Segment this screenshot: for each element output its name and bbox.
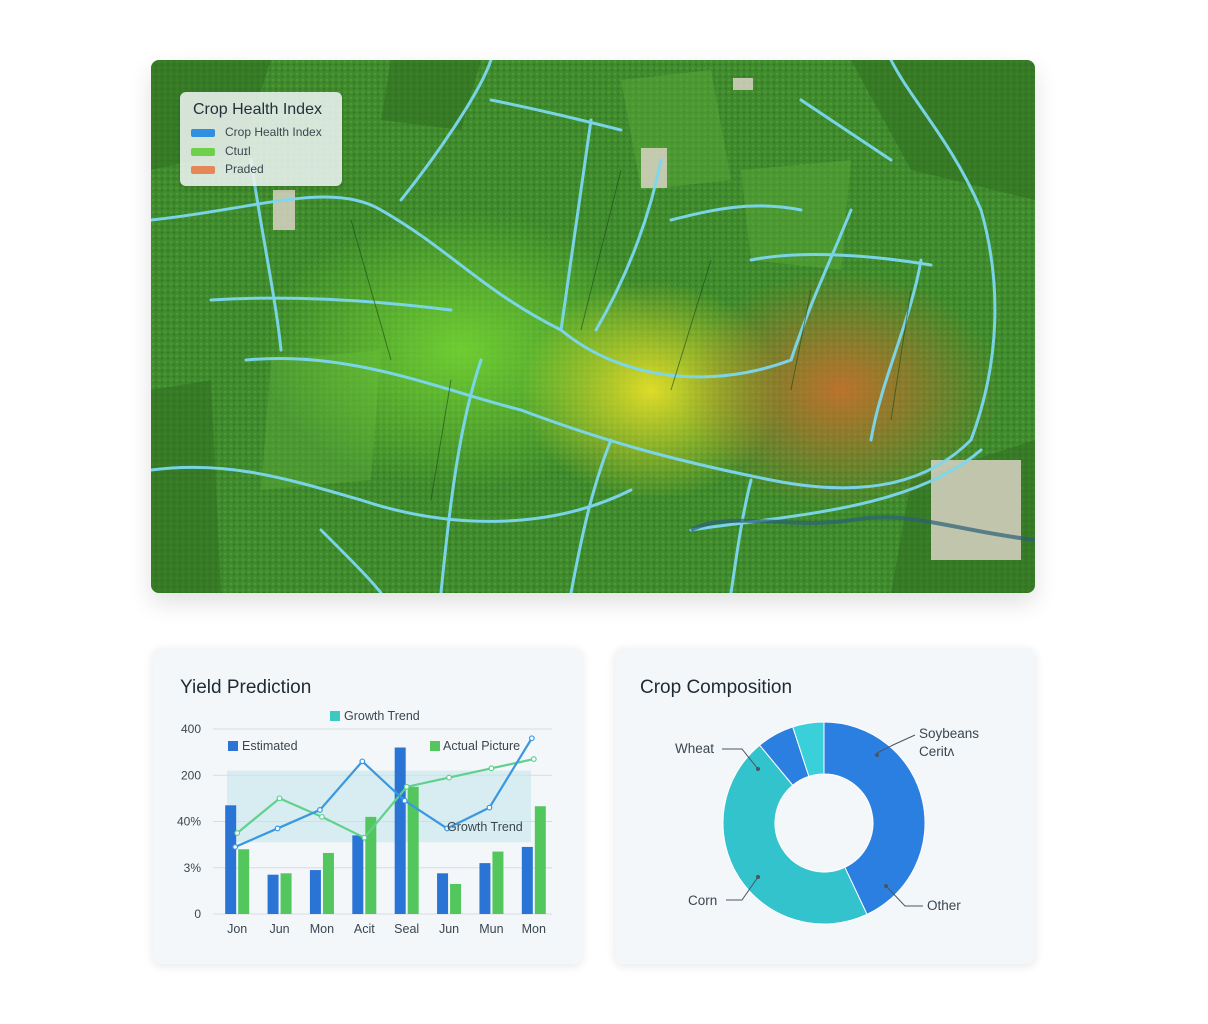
secondary-trend-line[interactable] <box>234 737 533 848</box>
line-point[interactable] <box>232 844 239 850</box>
line-point[interactable] <box>486 804 493 811</box>
donut-slice[interactable] <box>823 721 926 916</box>
line-point[interactable] <box>317 807 323 813</box>
x-tick-label: Acit <box>354 922 375 936</box>
line-point[interactable] <box>274 825 281 832</box>
map-legend-item-health: Crop Health Index <box>191 125 322 139</box>
label-wheat: Wheat <box>675 741 714 756</box>
estimated-bar[interactable] <box>267 874 279 914</box>
estimated-bar[interactable] <box>352 835 364 914</box>
composition-panel-title: Crop Composition <box>640 677 793 698</box>
estimated-bar[interactable] <box>225 805 237 914</box>
trend-annotation: Growth Trend <box>447 820 523 834</box>
donut-slice[interactable] <box>722 744 868 925</box>
line-point[interactable] <box>446 774 452 781</box>
line-point[interactable] <box>488 765 495 772</box>
estimated-legend-label: Estimated <box>242 739 298 753</box>
legend-label: Praded <box>225 162 264 176</box>
growth-trend-line[interactable] <box>236 757 535 840</box>
x-tick-label: Mon <box>310 922 334 936</box>
crop-composition-panel: Crop Composition Soybeans Ceritʌ Wheat C… <box>615 648 1035 964</box>
actual-bar[interactable] <box>492 851 504 914</box>
label-soybeans: Soybeans <box>919 726 979 741</box>
line-point[interactable] <box>234 830 241 836</box>
x-tick-label: Jun <box>439 922 459 936</box>
yield-prediction-panel: Yield Prediction 0 3% 40% 200 400 Jon Jun Mon A… <box>153 648 582 964</box>
map-legend-title: Crop Health Index <box>193 101 322 118</box>
line-point[interactable] <box>530 756 537 762</box>
line-point[interactable] <box>401 797 408 804</box>
line-point[interactable] <box>276 795 283 802</box>
composition-donut: Soybeans Ceritʌ Wheat Corn Other <box>675 721 979 925</box>
line-point[interactable] <box>319 813 325 820</box>
map-legend-item-ctual: Ctuɪl <box>191 144 251 158</box>
donut-slice[interactable] <box>792 721 825 778</box>
estimated-bar[interactable] <box>437 873 449 914</box>
label-ceritʌ: Ceritʌ <box>919 744 955 759</box>
actual-legend-label: Actual Picture <box>443 739 520 753</box>
legend-label: Crop Health Index <box>225 125 322 139</box>
line-point[interactable] <box>359 758 366 765</box>
x-tick-label: Mun <box>479 922 503 936</box>
estimated-legend-swatch <box>228 741 238 751</box>
x-tick-label: Jun <box>269 922 289 936</box>
y-tick-label: 40% <box>177 815 201 829</box>
ctual-swatch <box>191 147 215 156</box>
line-point[interactable] <box>361 834 368 841</box>
x-tick-label: Seal <box>394 922 419 936</box>
trend-legend-swatch <box>330 711 340 721</box>
actual-bar[interactable] <box>322 852 334 914</box>
estimated-bar[interactable] <box>479 863 491 914</box>
legend-label: Ctuɪl <box>225 144 251 158</box>
actual-bar[interactable] <box>450 883 462 914</box>
line-point[interactable] <box>403 783 410 790</box>
y-tick-label: 200 <box>181 768 201 782</box>
y-tick-label: 400 <box>181 722 201 736</box>
actual-bar[interactable] <box>407 786 419 914</box>
x-tick-label: Jon <box>227 922 247 936</box>
y-tick-label: 0 <box>194 907 201 921</box>
health-swatch <box>191 128 215 137</box>
map-legend-item-praded: Praded <box>191 162 264 176</box>
crop-health-map[interactable]: Crop Health Index Crop Health Index Ctuɪ… <box>151 60 1035 593</box>
actual-legend-swatch <box>430 741 440 751</box>
actual-bar[interactable] <box>534 806 546 914</box>
line-point[interactable] <box>444 825 450 832</box>
y-tick-label: 3% <box>184 861 202 875</box>
map-canvas <box>151 60 1035 593</box>
estimated-bar[interactable] <box>394 747 406 915</box>
label-corn: Corn <box>688 893 717 908</box>
line-point[interactable] <box>528 735 535 742</box>
actual-bar[interactable] <box>238 849 250 914</box>
trend-legend-label: Growth Trend <box>344 709 420 723</box>
praded-swatch <box>191 165 215 174</box>
actual-bar[interactable] <box>365 816 377 914</box>
estimated-bar[interactable] <box>521 846 533 914</box>
yield-panel-title: Yield Prediction <box>180 677 312 698</box>
label-other: Other <box>927 898 961 913</box>
map-legend: Crop Health Index Crop Health Index Ctuɪ… <box>180 92 342 186</box>
estimated-bar[interactable] <box>309 870 321 914</box>
x-tick-label: Mon <box>522 922 546 936</box>
actual-bar[interactable] <box>280 873 292 914</box>
